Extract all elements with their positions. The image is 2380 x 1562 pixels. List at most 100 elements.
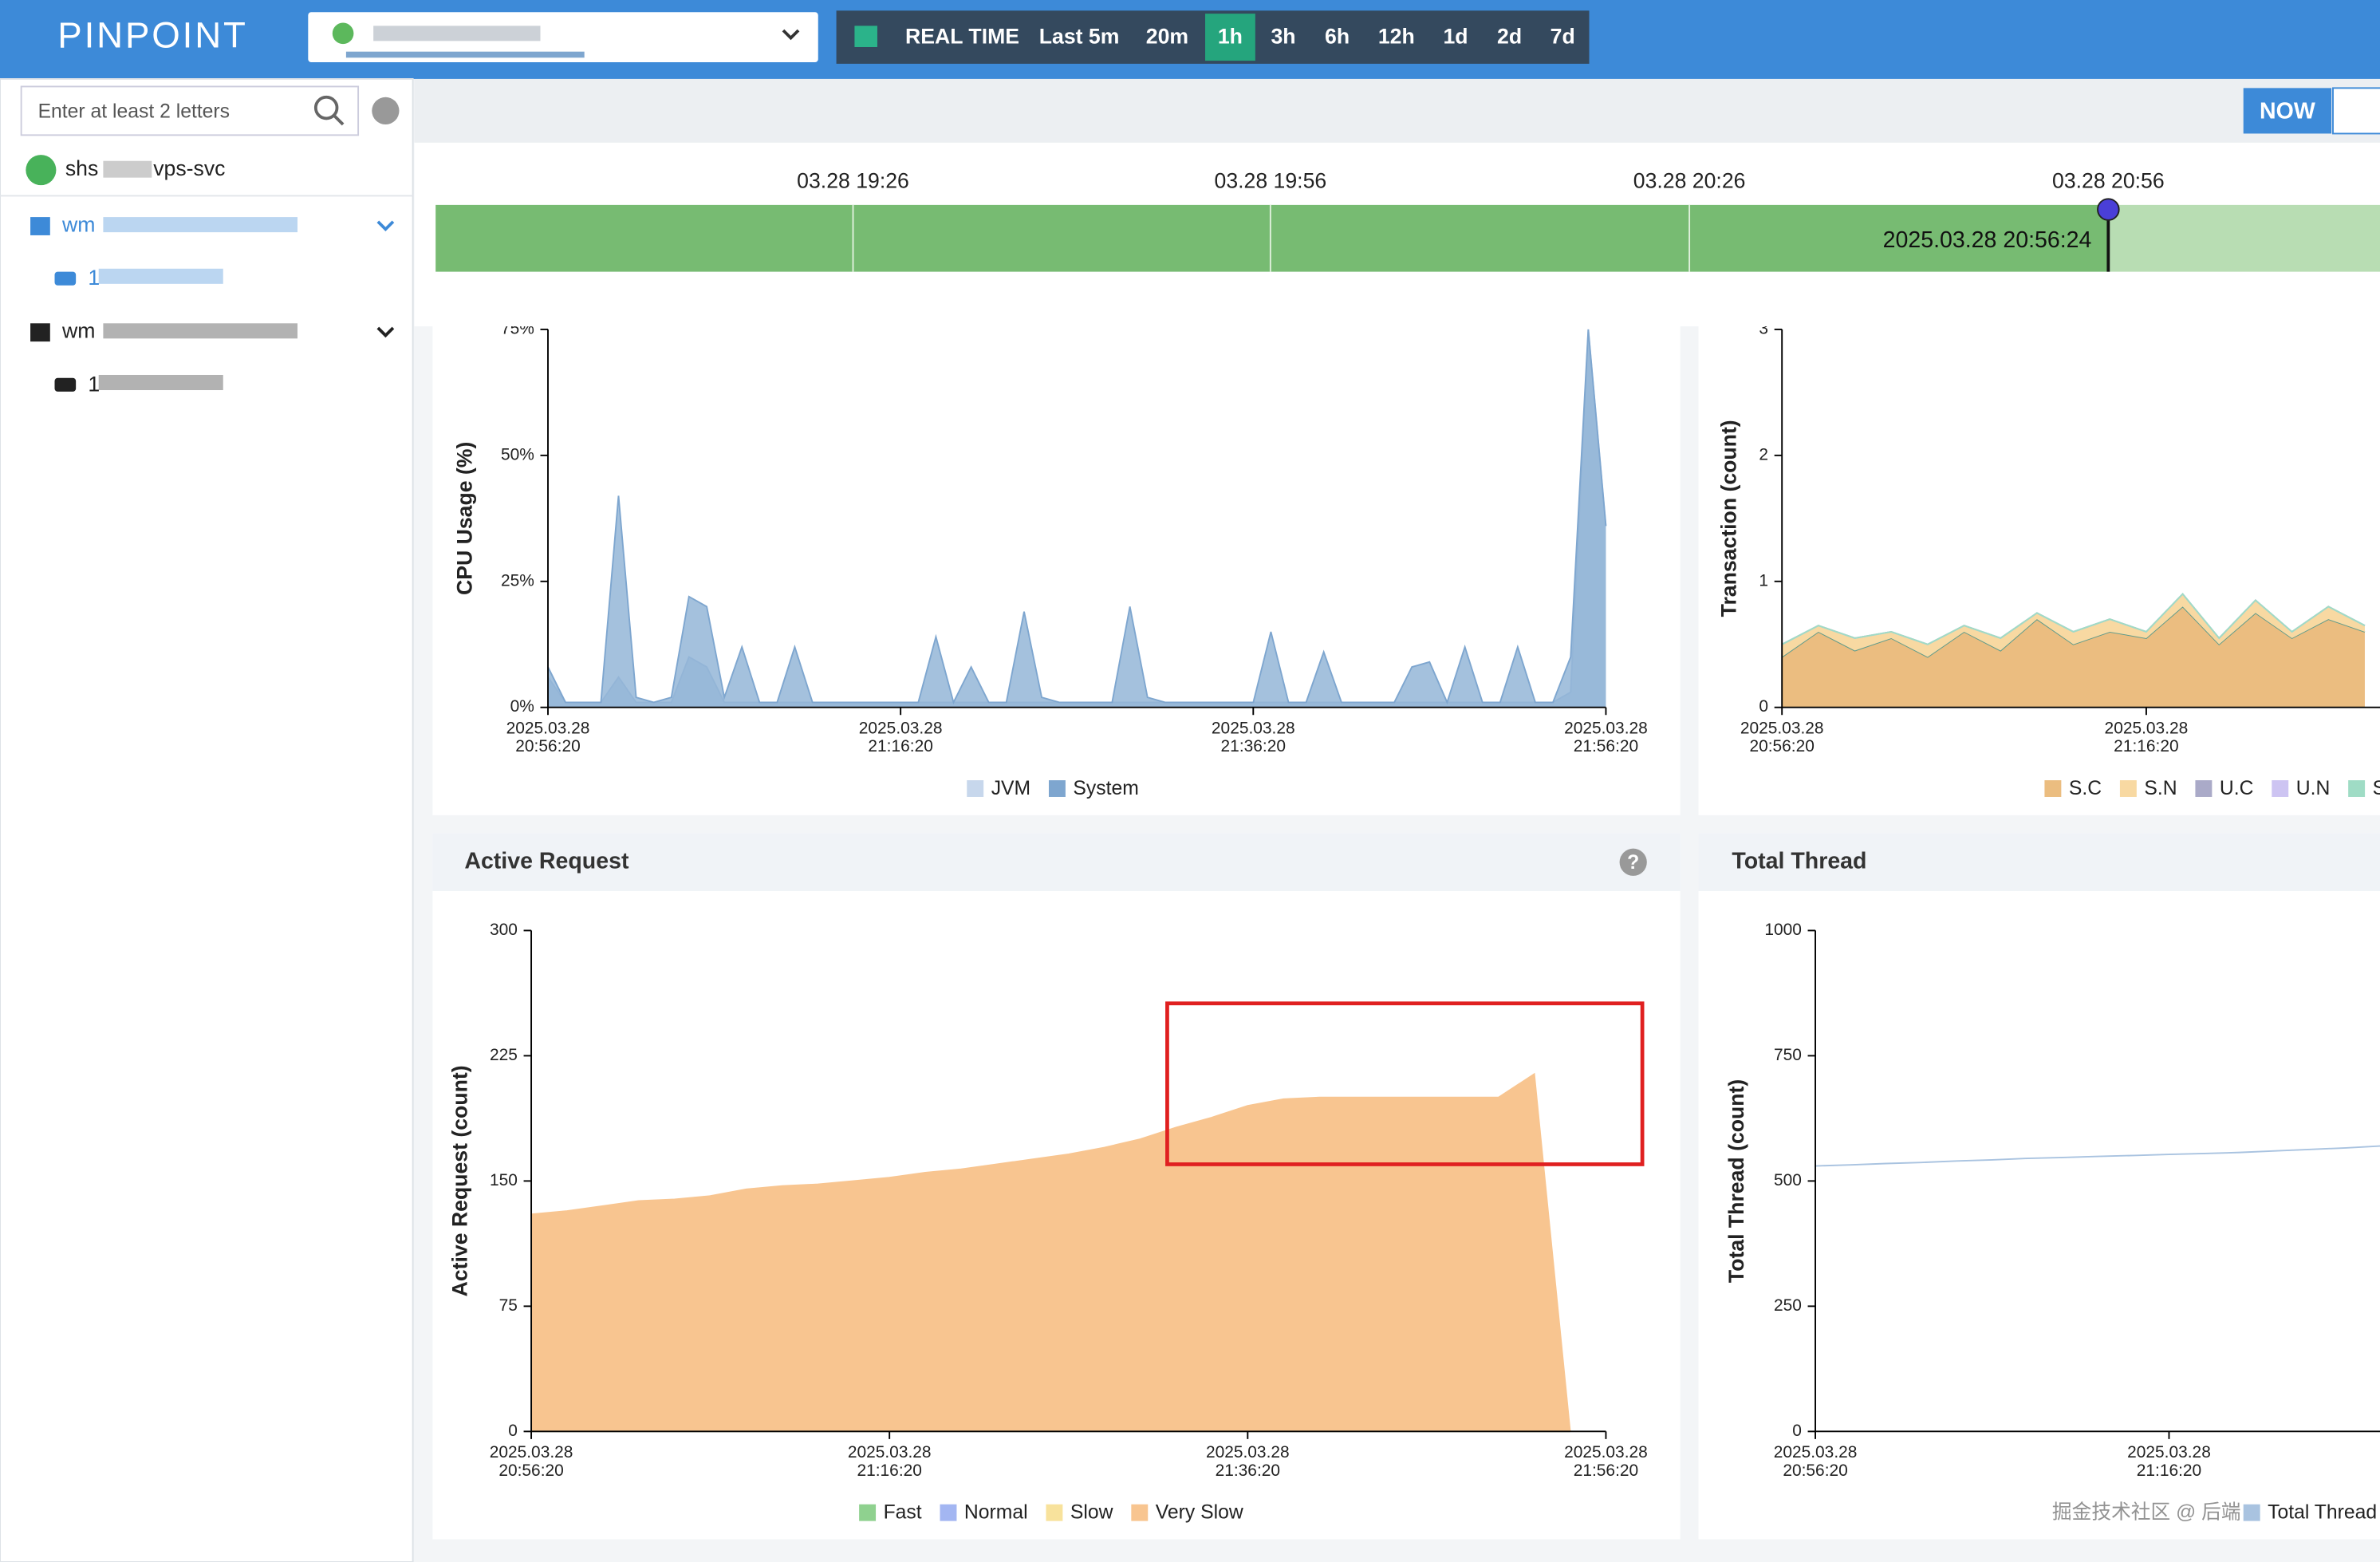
legend-swatch bbox=[1131, 1504, 1149, 1521]
highlight-box bbox=[1165, 1001, 1645, 1166]
agent-id-blur bbox=[98, 268, 223, 284]
time-button[interactable]: 12h bbox=[1378, 25, 1415, 49]
now-button[interactable] bbox=[2243, 88, 2332, 134]
x-tick-label: 2025.03.28 21:56:20 bbox=[1564, 1443, 1648, 1480]
toolbar bbox=[414, 78, 2380, 143]
search-input[interactable] bbox=[20, 85, 360, 136]
time-button[interactable]: 1d bbox=[1443, 25, 1468, 49]
legend-swatch bbox=[2272, 780, 2289, 797]
logo: PINPOINT bbox=[57, 15, 247, 56]
timeline-bar-future bbox=[2108, 204, 2380, 272]
series-line bbox=[1815, 1145, 2380, 1167]
y-tick-label: 3 bbox=[1759, 319, 1768, 337]
timeline-tick-label: 03.28 19:56 bbox=[1215, 168, 1327, 192]
app-status bbox=[26, 155, 57, 186]
series-area bbox=[1782, 594, 2365, 657]
now-label[interactable]: NOW bbox=[2260, 98, 2315, 124]
time-button[interactable]: 7d bbox=[1551, 25, 1575, 49]
agent-id-blur bbox=[98, 374, 223, 391]
y-tick-label: 300 bbox=[490, 921, 518, 939]
chart-panel: Total Thread 0 250 500 750 1000 2025.03.28 20:5… bbox=[1698, 833, 2380, 1540]
agent-id[interactable]: 1 bbox=[88, 266, 100, 290]
y-tick-label: 2 bbox=[1759, 445, 1768, 463]
legend-swatch bbox=[2119, 780, 2137, 797]
y-tick-label: 0% bbox=[510, 697, 534, 716]
timeline-tick-label: 03.28 19:26 bbox=[797, 168, 909, 192]
app-selector[interactable] bbox=[308, 12, 818, 63]
y-tick-label: 500 bbox=[1774, 1171, 1802, 1189]
legend-label[interactable]: Normal bbox=[964, 1502, 1028, 1524]
search-icon-handle bbox=[333, 114, 345, 126]
time-button[interactable]: 2d bbox=[1497, 25, 1522, 49]
legend-label[interactable]: Total Thread Count bbox=[2268, 1502, 2380, 1524]
y-axis-label: Total Thread (count) bbox=[1724, 1079, 1748, 1283]
x-tick-label: 2025.03.28 21:16:20 bbox=[848, 1443, 932, 1480]
time-button[interactable]: 3h bbox=[1271, 25, 1295, 49]
agent-id[interactable]: 1 bbox=[88, 372, 100, 396]
legend-swatch bbox=[2348, 780, 2366, 797]
x-tick-label: 2025.03.28 21:56:20 bbox=[1564, 719, 1648, 755]
legend-swatch bbox=[2195, 780, 2213, 797]
app-name-blur bbox=[373, 26, 541, 41]
agent-group[interactable]: wm bbox=[61, 319, 95, 343]
agent-icon bbox=[54, 271, 77, 286]
chevron bbox=[376, 326, 395, 338]
panel-header bbox=[432, 833, 1681, 891]
time-button[interactable]: REAL TIME bbox=[905, 25, 1019, 49]
y-tick-label: 0 bbox=[1759, 697, 1768, 716]
agent-group[interactable]: wm bbox=[61, 213, 95, 237]
x-tick-label: 2025.03.28 20:56:20 bbox=[506, 719, 590, 755]
y-tick-label: 1000 bbox=[1764, 921, 1802, 939]
chart-panel: Active Request ? 0 75 150 225 300 2025.03.28 20:… bbox=[432, 833, 1681, 1540]
timeline-bar bbox=[435, 204, 2109, 272]
legend-label[interactable]: S.C bbox=[2069, 778, 2102, 799]
y-tick-label: 0 bbox=[508, 1422, 518, 1440]
timeline-handle[interactable] bbox=[2097, 198, 2120, 221]
agent-icon bbox=[54, 377, 77, 392]
time-button[interactable]: 1h bbox=[1218, 25, 1243, 49]
time-button-active bbox=[1205, 14, 1255, 61]
legend-label[interactable]: U.N bbox=[2296, 778, 2331, 799]
legend-label[interactable]: JVM bbox=[991, 778, 1030, 799]
series-line bbox=[547, 329, 1607, 705]
panel-header bbox=[1698, 833, 2380, 891]
x-tick-label: 2025.03.28 21:36:20 bbox=[1212, 719, 1295, 755]
app-underline bbox=[345, 51, 585, 58]
legend-swatch bbox=[940, 1504, 957, 1521]
time-button[interactable]: 20m bbox=[1146, 25, 1188, 49]
help-icon[interactable] bbox=[372, 97, 400, 125]
y-tick-label: 75 bbox=[499, 1296, 518, 1315]
app-name: vps-svc bbox=[153, 156, 225, 180]
legend-label[interactable]: System bbox=[1073, 778, 1138, 799]
time-button[interactable]: 6h bbox=[1325, 25, 1350, 49]
legend-label[interactable]: Fast bbox=[884, 1502, 922, 1524]
x-tick-label: 2025.03.28 21:16:20 bbox=[859, 719, 943, 755]
search-placeholder: Enter at least 2 letters bbox=[38, 101, 230, 122]
x-tick-label: 2025.03.28 21:36:20 bbox=[1206, 1443, 1290, 1480]
timeline-tick-label: 03.28 20:26 bbox=[1633, 168, 1746, 192]
y-tick-label: 150 bbox=[490, 1171, 518, 1189]
y-tick-label: 1 bbox=[1759, 571, 1768, 590]
x-tick-label: 2025.03.28 21:16:20 bbox=[2127, 1443, 2211, 1480]
legend-label[interactable]: S.N bbox=[2144, 778, 2177, 799]
help-icon[interactable] bbox=[1619, 848, 1647, 876]
legend-swatch bbox=[967, 780, 984, 797]
legend-swatch bbox=[2243, 1504, 2260, 1521]
y-tick-label: 50% bbox=[501, 445, 534, 463]
app-icon bbox=[332, 22, 354, 45]
panel-title: Total Thread bbox=[1732, 848, 1866, 874]
chevron bbox=[376, 220, 395, 232]
legend-swatch bbox=[859, 1504, 877, 1521]
legend-label[interactable]: S bbox=[2373, 778, 2380, 799]
legend-label[interactable]: U.C bbox=[2220, 778, 2254, 799]
legend-label[interactable]: Slow bbox=[1070, 1502, 1113, 1524]
panel-bg bbox=[1698, 833, 2380, 1540]
time-button[interactable]: Last 5m bbox=[1039, 25, 1120, 49]
agent-blur bbox=[103, 323, 298, 339]
panel-bg bbox=[432, 303, 1681, 815]
legend-label[interactable]: Very Slow bbox=[1156, 1502, 1243, 1524]
y-axis-label: CPU Usage (%) bbox=[452, 442, 476, 595]
zoom-button[interactable] bbox=[2332, 87, 2380, 135]
